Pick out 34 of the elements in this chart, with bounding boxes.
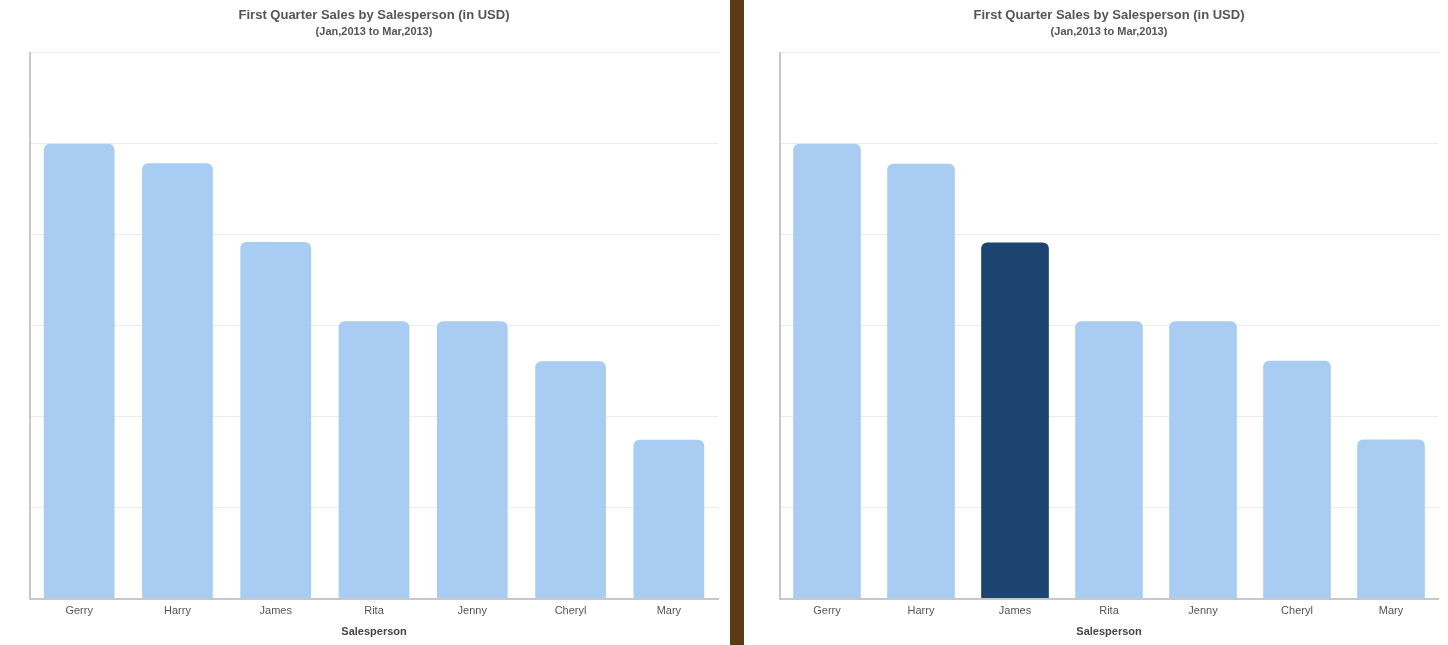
x-tick-label: Mary (656, 604, 682, 617)
x-tick-label: Harry (163, 604, 192, 617)
bar (633, 439, 705, 599)
x-tick-label: Harry (907, 604, 935, 617)
x-tick-label: Rita (364, 604, 385, 617)
x-tick-label: Cheryl (1281, 604, 1313, 617)
x-tick-label: Gerry (813, 604, 842, 617)
bar (1075, 321, 1143, 599)
bar (1357, 439, 1425, 599)
bar (436, 321, 508, 599)
x-tick-label: Gerry (65, 604, 94, 617)
x-tick-label: Jenny (457, 604, 488, 617)
bar (887, 163, 955, 599)
chart-subtitle: (Jan,2013 to Mar,2013) (315, 25, 433, 38)
chart-title: First Quarter Sales by Salesperson (in USD) (238, 7, 510, 23)
bar (240, 242, 312, 599)
bar (793, 143, 861, 599)
x-axis-title: Salesperson (1076, 625, 1142, 638)
x-tick-label: Mary (1378, 604, 1404, 617)
x-tick-label: James (998, 604, 1032, 617)
bar (338, 321, 410, 599)
bar (142, 163, 213, 599)
chart-title: First Quarter Sales by Salesperson (in USD) (973, 7, 1245, 23)
x-tick-label: Jenny (1188, 604, 1219, 617)
bar (981, 242, 1049, 599)
x-axis-title: Salesperson (341, 625, 407, 638)
x-tick-label: Cheryl (554, 604, 587, 617)
bar (1263, 360, 1331, 599)
bar (43, 143, 115, 599)
bar (1169, 321, 1237, 599)
chart-subtitle: (Jan,2013 to Mar,2013) (1050, 25, 1168, 38)
bar (535, 361, 606, 599)
x-tick-label: James (259, 604, 293, 617)
x-tick-label: Rita (1099, 604, 1120, 617)
